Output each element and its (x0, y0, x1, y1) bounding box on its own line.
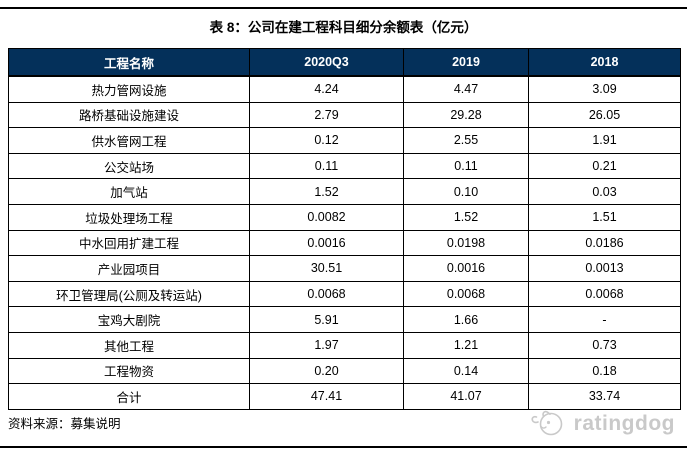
source-note: 资料来源：募集说明 (8, 417, 121, 431)
cell-project-name: 环卫管理局(公厕及转运站) (8, 280, 250, 308)
cell-2019: 2.55 (403, 127, 529, 154)
cell-project-name: 产业园项目 (8, 255, 250, 282)
cell-2020q3: 1.97 (249, 331, 404, 359)
cell-2019: 0.0016 (403, 255, 529, 282)
cell-total-2019: 41.07 (403, 383, 529, 410)
table-row: 公交站场 0.11 0.11 0.21 (8, 152, 681, 180)
construction-projects-table: 工程名称 2020Q3 2019 2018 热力管网设施 4.24 4.47 3… (8, 48, 681, 410)
cell-2020q3: 2.79 (249, 101, 404, 129)
table-total-row: 合计 47.41 41.07 33.74 (8, 383, 681, 410)
cell-2020q3: 0.20 (249, 357, 404, 385)
table-row: 宝鸡大剧院 5.91 1.66 - (8, 306, 681, 333)
cell-2019: 1.21 (403, 331, 529, 359)
cell-2020q3: 0.11 (249, 152, 404, 180)
cell-project-name: 工程物资 (8, 357, 250, 385)
table-row: 工程物资 0.20 0.14 0.18 (8, 357, 681, 385)
cell-2020q3: 5.91 (249, 306, 404, 333)
cell-2020q3: 0.0082 (249, 203, 404, 231)
header-project-name: 工程名称 (8, 48, 250, 77)
cell-2018: 3.09 (528, 75, 681, 103)
table-title: 表 8：公司在建工程科目细分余额表（亿元） (209, 20, 478, 35)
watermark-text: ratingdog (573, 412, 675, 435)
cell-project-name: 加气站 (8, 178, 250, 205)
table-row: 垃圾处理场工程 0.0082 1.52 1.51 (8, 203, 681, 231)
cell-2020q3: 4.24 (249, 75, 404, 103)
header-2018: 2018 (528, 48, 681, 77)
table-row: 路桥基础设施建设 2.79 29.28 26.05 (8, 101, 681, 129)
cell-2020q3: 0.0016 (249, 229, 404, 257)
cell-2019: 0.0068 (403, 280, 529, 308)
table-row: 其他工程 1.97 1.21 0.73 (8, 331, 681, 359)
cell-project-name: 中水回用扩建工程 (8, 229, 250, 257)
cell-2018: 0.03 (528, 178, 681, 205)
cell-2019: 4.47 (403, 75, 529, 103)
header-2019: 2019 (403, 48, 529, 77)
cell-2018: 26.05 (528, 101, 681, 129)
cell-project-name: 热力管网设施 (8, 75, 250, 103)
cell-2018: 0.18 (528, 357, 681, 385)
watermark: ratingdog (530, 406, 675, 442)
cell-2018: 1.91 (528, 127, 681, 154)
cell-project-name: 路桥基础设施建设 (8, 101, 250, 129)
top-divider (0, 7, 687, 9)
cell-project-name: 供水管网工程 (8, 127, 250, 154)
cell-2019: 1.52 (403, 203, 529, 231)
cell-2019: 0.0198 (403, 229, 529, 257)
ratingdog-logo-icon (531, 410, 562, 436)
cell-2018: 0.0013 (528, 255, 681, 282)
cell-total-2020q3: 47.41 (249, 383, 404, 410)
cell-2019: 29.28 (403, 101, 529, 129)
cell-2020q3: 1.52 (249, 178, 404, 205)
cell-2020q3: 30.51 (249, 255, 404, 282)
table-row: 中水回用扩建工程 0.0016 0.0198 0.0186 (8, 229, 681, 257)
cell-2018: 0.0186 (528, 229, 681, 257)
cell-project-name: 宝鸡大剧院 (8, 306, 250, 333)
cell-project-name: 其他工程 (8, 331, 250, 359)
cell-project-name: 公交站场 (8, 152, 250, 180)
table-row: 产业园项目 30.51 0.0016 0.0013 (8, 255, 681, 282)
cell-2018: 0.0068 (528, 280, 681, 308)
cell-2018: - (528, 306, 681, 333)
cell-2020q3: 0.12 (249, 127, 404, 154)
cell-2018: 1.51 (528, 203, 681, 231)
cell-2019: 1.66 (403, 306, 529, 333)
table-row: 热力管网设施 4.24 4.47 3.09 (8, 75, 681, 103)
header-2020q3: 2020Q3 (249, 48, 404, 77)
table-header-row: 工程名称 2020Q3 2019 2018 (8, 48, 681, 77)
cell-2018: 0.21 (528, 152, 681, 180)
table-row: 环卫管理局(公厕及转运站) 0.0068 0.0068 0.0068 (8, 280, 681, 308)
cell-2019: 0.14 (403, 357, 529, 385)
cell-total-label: 合计 (8, 383, 250, 410)
table-row: 加气站 1.52 0.10 0.03 (8, 178, 681, 205)
bottom-divider (0, 446, 687, 448)
cell-total-2018: 33.74 (528, 383, 681, 410)
cell-project-name: 垃圾处理场工程 (8, 203, 250, 231)
table-body: 热力管网设施 4.24 4.47 3.09 路桥基础设施建设 2.79 29.2… (8, 75, 681, 410)
cell-2019: 0.10 (403, 178, 529, 205)
table-row: 供水管网工程 0.12 2.55 1.91 (8, 127, 681, 154)
cell-2020q3: 0.0068 (249, 280, 404, 308)
cell-2019: 0.11 (403, 152, 529, 180)
cell-2018: 0.73 (528, 331, 681, 359)
